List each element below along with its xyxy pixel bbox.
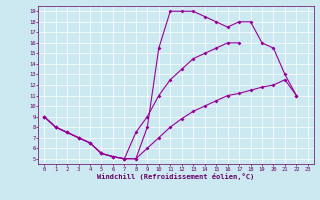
- X-axis label: Windchill (Refroidissement éolien,°C): Windchill (Refroidissement éolien,°C): [97, 173, 255, 180]
